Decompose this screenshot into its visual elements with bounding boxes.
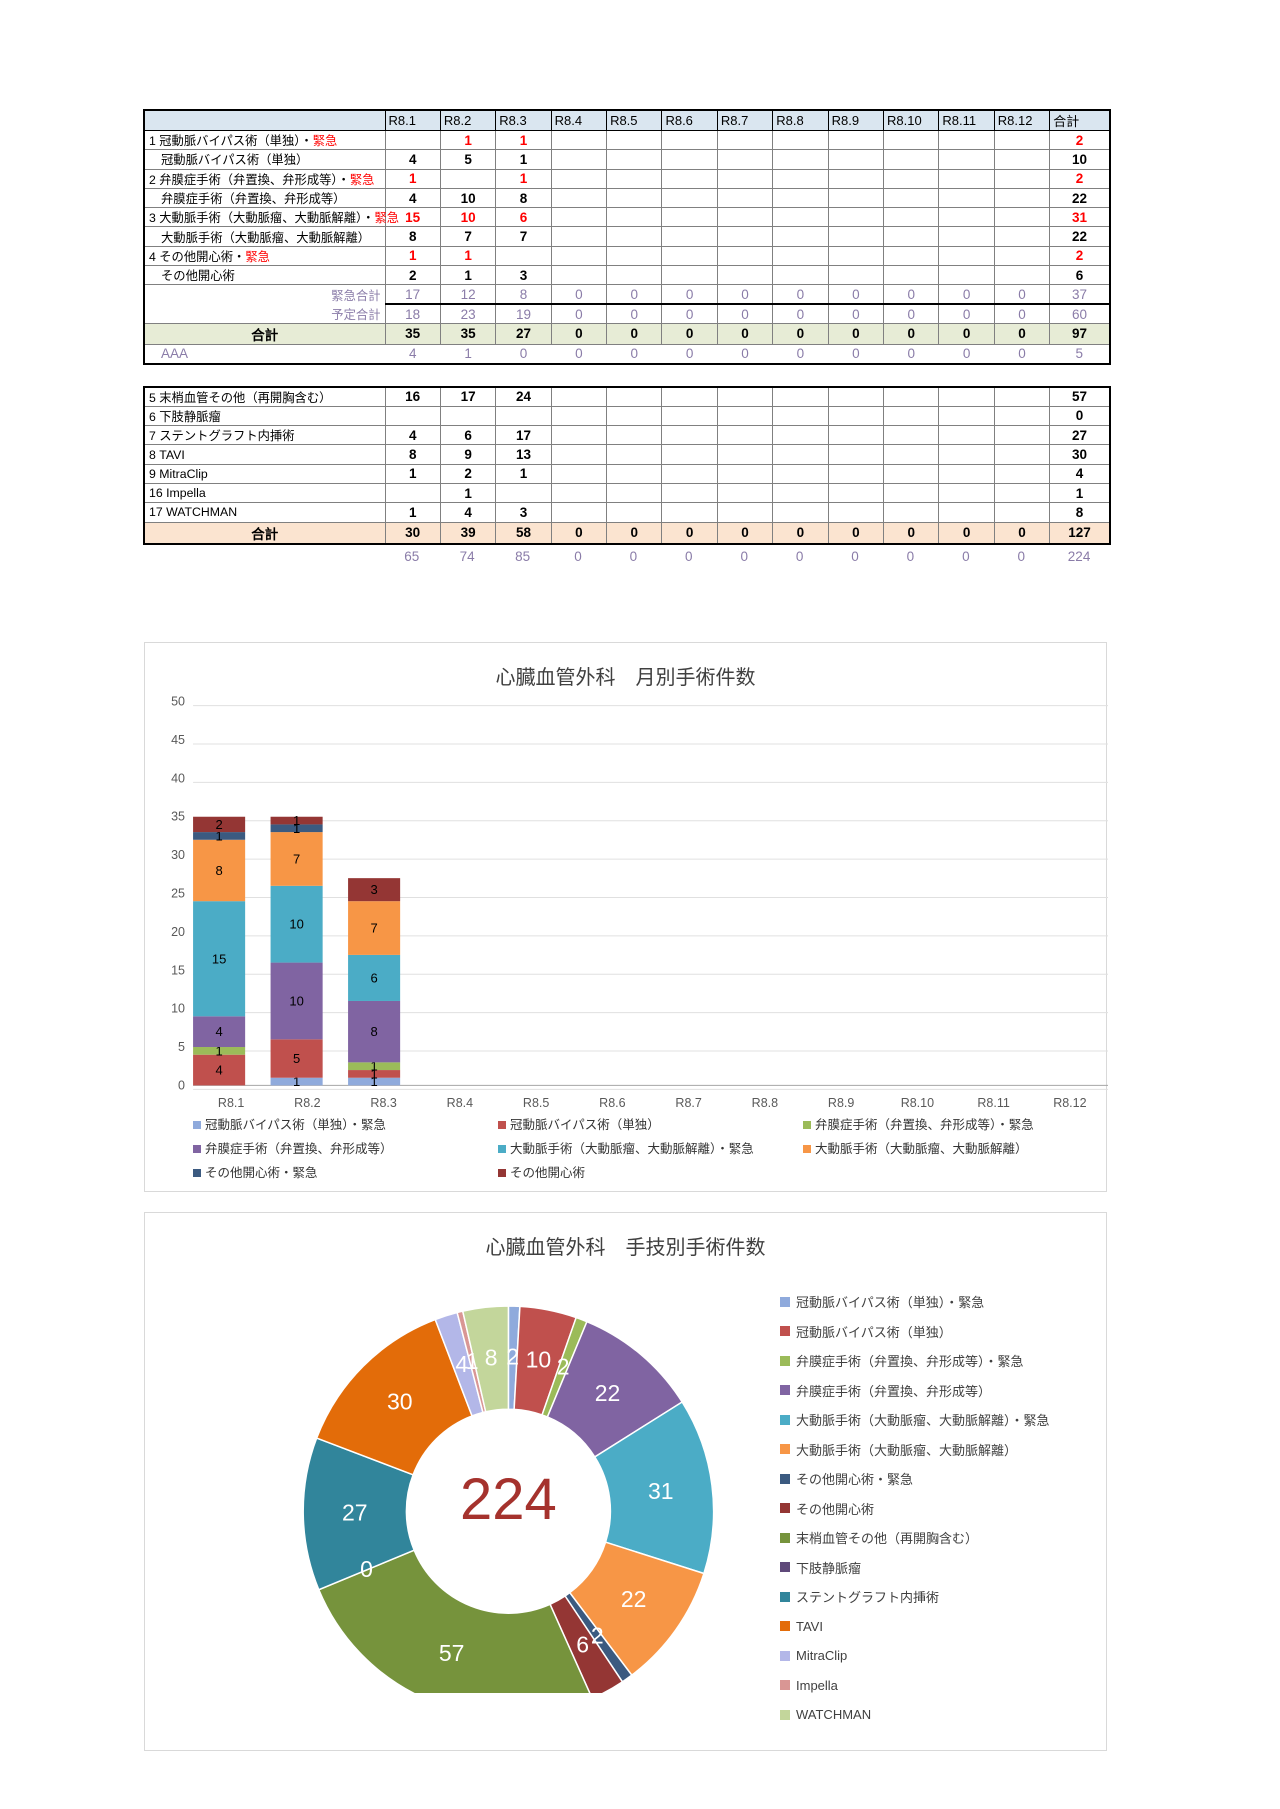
svg-text:2: 2 <box>506 1344 519 1370</box>
svg-text:15: 15 <box>171 963 185 977</box>
svg-text:35: 35 <box>171 810 185 824</box>
svg-text:5: 5 <box>293 1051 300 1066</box>
svg-text:4: 4 <box>215 1024 222 1039</box>
svg-text:8: 8 <box>370 1024 377 1039</box>
svg-text:30: 30 <box>171 848 185 862</box>
svg-text:6: 6 <box>370 970 377 985</box>
svg-text:1: 1 <box>466 1348 479 1374</box>
svg-text:2: 2 <box>591 1622 604 1648</box>
svg-text:10: 10 <box>289 917 303 932</box>
svg-text:25: 25 <box>171 887 185 901</box>
svg-text:1: 1 <box>293 813 300 828</box>
svg-text:27: 27 <box>342 1499 368 1525</box>
svg-text:15: 15 <box>212 951 226 966</box>
svg-text:6: 6 <box>576 1632 589 1658</box>
svg-text:8: 8 <box>215 863 222 878</box>
svg-text:224: 224 <box>460 1467 557 1532</box>
svg-text:2: 2 <box>557 1354 570 1380</box>
svg-text:57: 57 <box>439 1640 465 1666</box>
svg-text:0: 0 <box>360 1556 373 1582</box>
svg-text:10: 10 <box>289 993 303 1008</box>
svg-text:30: 30 <box>387 1389 413 1415</box>
svg-text:8: 8 <box>485 1345 498 1371</box>
svg-text:4: 4 <box>215 1063 222 1078</box>
svg-text:31: 31 <box>648 1478 674 1504</box>
svg-text:7: 7 <box>370 921 377 936</box>
svg-text:2: 2 <box>215 817 222 832</box>
svg-text:20: 20 <box>171 925 185 939</box>
svg-text:40: 40 <box>171 771 185 785</box>
svg-text:7: 7 <box>293 851 300 866</box>
svg-text:50: 50 <box>171 695 185 709</box>
svg-text:22: 22 <box>595 1380 621 1406</box>
svg-text:45: 45 <box>171 733 185 747</box>
svg-text:22: 22 <box>621 1586 647 1612</box>
svg-text:0: 0 <box>178 1078 185 1092</box>
svg-text:5: 5 <box>178 1040 185 1054</box>
svg-text:3: 3 <box>370 882 377 897</box>
svg-text:10: 10 <box>171 1002 185 1016</box>
svg-text:10: 10 <box>526 1347 552 1373</box>
